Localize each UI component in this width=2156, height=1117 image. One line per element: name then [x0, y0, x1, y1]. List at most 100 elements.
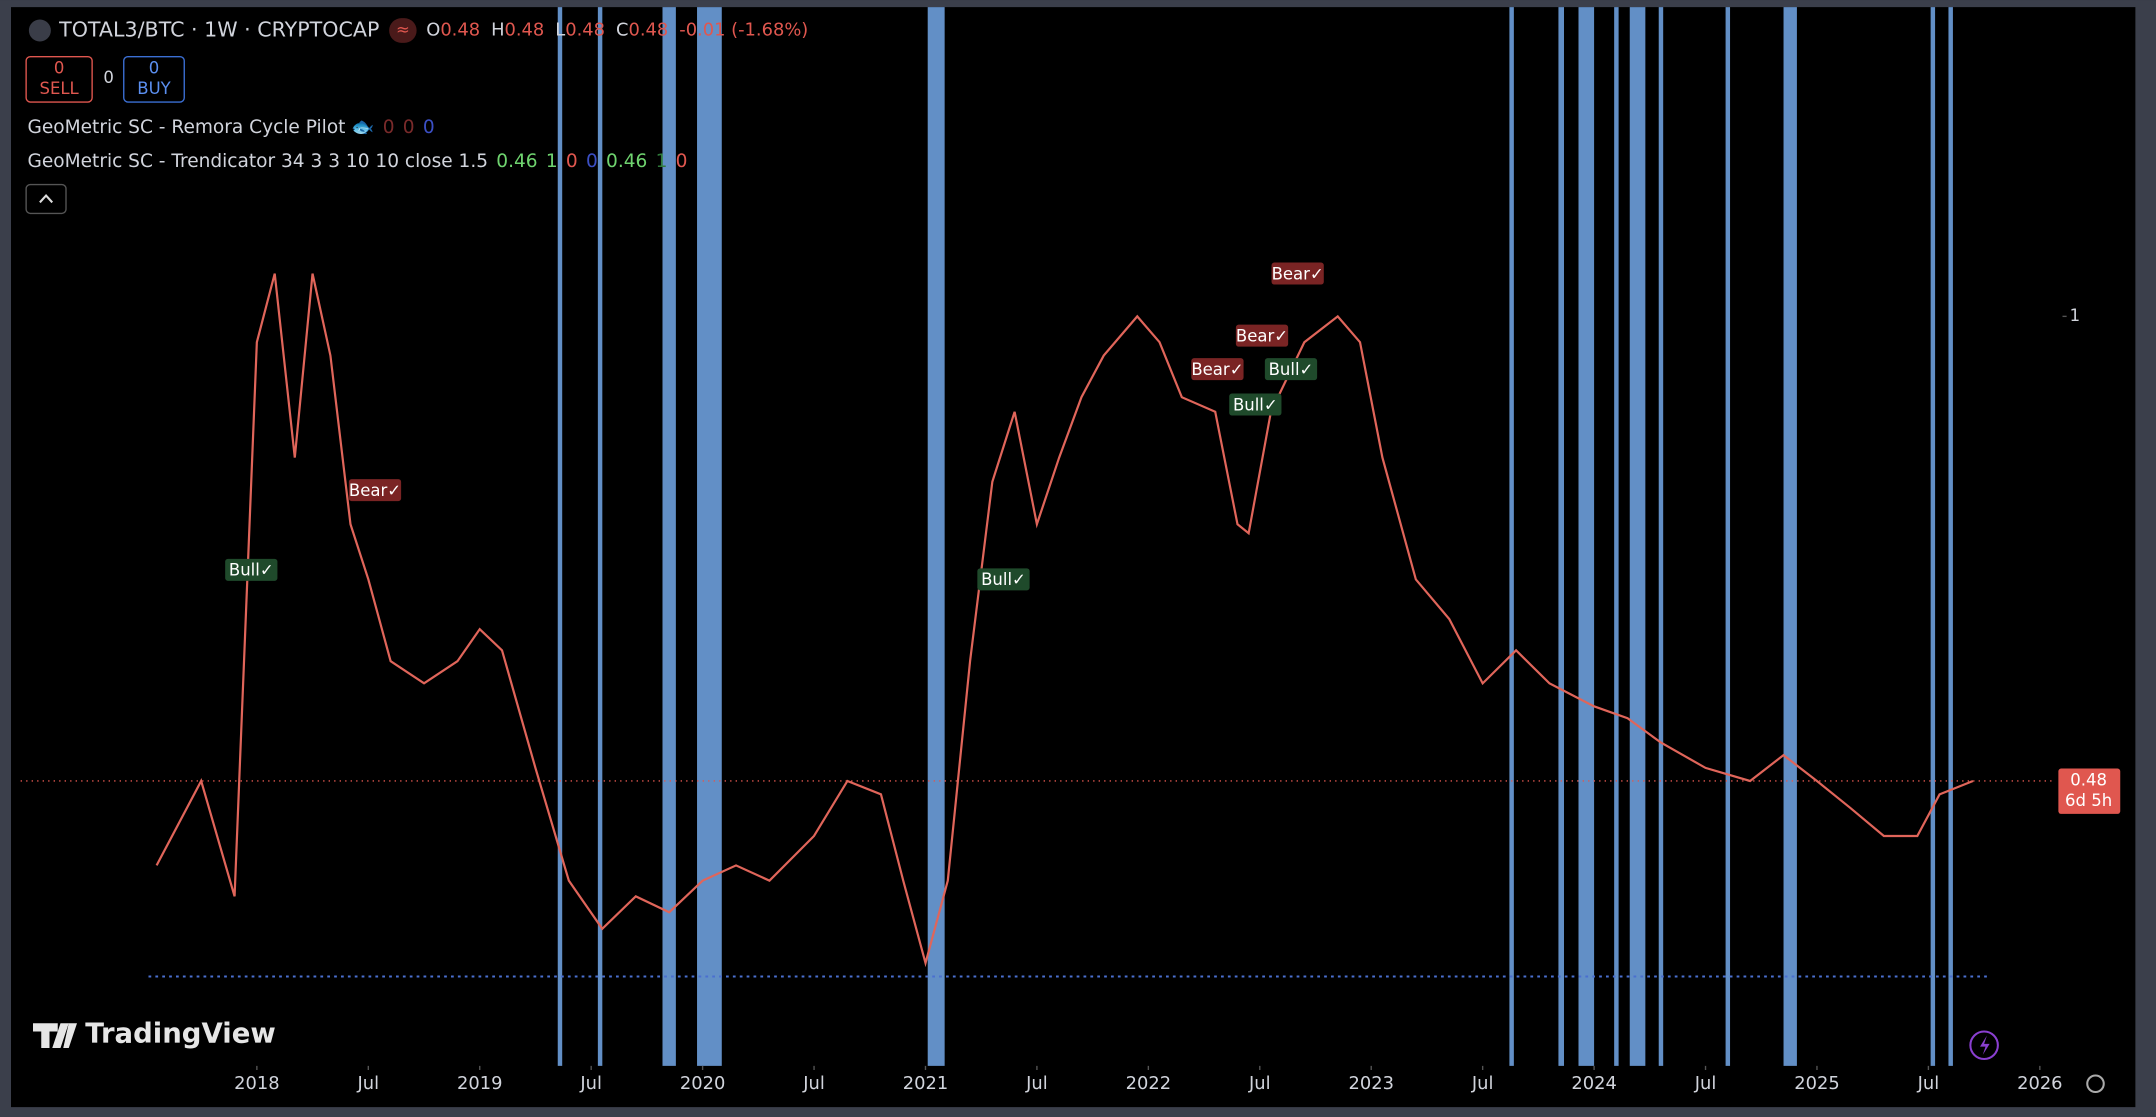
indicator-value: 0: [676, 151, 688, 172]
indicator-legend: GeoMetric SC - Remora Cycle Pilot 🐟 0 0 0Ge…: [28, 116, 688, 171]
indicator-name: GeoMetric SC - Remora Cycle Pilot 🐟: [28, 116, 375, 137]
indicator-value: 0: [566, 151, 578, 172]
cycle-band: [1783, 7, 1797, 1066]
sell-label: SELL: [39, 79, 79, 98]
cycle-band: [697, 7, 722, 1066]
ohlc-change: -0.01 (-1.68%): [679, 20, 808, 41]
spread: 0: [103, 68, 114, 87]
indicator-value: 0: [383, 116, 395, 137]
x-tick-label: 2020: [680, 1073, 725, 1094]
signal-label: Bear✓: [1272, 264, 1324, 283]
badge-icon: ≈: [396, 20, 410, 39]
logo-icon: [33, 1023, 77, 1048]
x-tick-label: 2023: [1348, 1073, 1393, 1094]
status-badge: [389, 18, 417, 43]
x-tick-label: Jul: [1025, 1073, 1048, 1094]
cycle-band: [1948, 7, 1953, 1066]
indicator-value: 0.46: [606, 151, 647, 172]
cycle-band: [1930, 7, 1936, 1066]
lightning-button[interactable]: [1969, 1030, 1999, 1061]
x-tick-label: Jul: [1471, 1073, 1494, 1094]
settings-button[interactable]: [2086, 1074, 2105, 1094]
x-tick-label: 2024: [1571, 1073, 1616, 1094]
cycle-band: [1558, 7, 1565, 1066]
signal-label: Bull✓: [229, 561, 274, 580]
sell-button[interactable]: [25, 55, 93, 103]
logo-text: TradingView: [85, 1017, 276, 1049]
symbol-icon: [28, 19, 51, 42]
indicator-value: 0: [586, 151, 598, 172]
x-tick-label: Jul: [579, 1073, 602, 1094]
x-tick-label: 2026: [2017, 1073, 2062, 1094]
signal-box: [1229, 393, 1282, 416]
price-tag-countdown: 6d 5h: [2065, 791, 2112, 810]
signal-box: [1264, 358, 1318, 381]
overlay: TOTAL3/BTC · 1W · CRYPTOCAP ≈ O0.48 H0.48…: [25, 18, 2105, 1094]
x-tick-label: Jul: [1248, 1073, 1271, 1094]
signal-box: [1271, 262, 1324, 285]
chart-pane: [11, 7, 2136, 1108]
collapse-button[interactable]: [25, 183, 67, 215]
indicator-value: 0: [423, 116, 435, 137]
signal-label: Bull✓: [981, 570, 1026, 589]
sell-count: 0: [54, 59, 64, 78]
x-tick-label: 2025: [1794, 1073, 1839, 1094]
collapse-icon: [39, 193, 54, 204]
indicator-row: GeoMetric SC - Remora Cycle Pilot 🐟 0 0 0: [28, 116, 435, 137]
signal-label: Bull✓: [1269, 360, 1314, 379]
x-tick-label: 2021: [903, 1073, 948, 1094]
cycle-band: [1629, 7, 1646, 1066]
indicator-value: 0.46: [496, 151, 537, 172]
signal-box: [348, 479, 402, 502]
signal-label: Bear✓: [349, 481, 401, 500]
signal-label: Bull✓: [1233, 395, 1278, 414]
cycle-band: [557, 7, 563, 1066]
ohlc-value: 0.48: [565, 20, 605, 41]
ohlc-key: L: [555, 20, 565, 41]
cycle-band: [927, 7, 945, 1066]
symbol-title[interactable]: TOTAL3/BTC · 1W · CRYPTOCAP: [58, 18, 379, 42]
signal-box: [225, 558, 278, 581]
x-tick-label: Jul: [802, 1073, 825, 1094]
indicator-name: GeoMetric SC - Trendicator 34 3 3 10 10 …: [28, 151, 489, 172]
ohlc-key: O: [426, 20, 440, 41]
x-tick-label: Jul: [1917, 1073, 1940, 1094]
x-tick-label: 2019: [457, 1073, 502, 1094]
ohlc-value: 0.48: [628, 20, 668, 41]
x-tick-label: 2018: [234, 1073, 279, 1094]
cycle-band: [597, 7, 603, 1066]
x-tick-label: 2022: [1126, 1073, 1171, 1094]
cycle-band: [1509, 7, 1514, 1066]
indicator-value: 0: [403, 116, 415, 137]
buy-label: BUY: [137, 79, 171, 98]
signal-box: [1235, 324, 1289, 347]
lightning-icon: [1980, 1035, 1990, 1055]
x-tick-label: Jul: [357, 1073, 380, 1094]
cycle-band: [662, 7, 676, 1066]
x-tick-label: Jul: [1694, 1073, 1717, 1094]
buy-button[interactable]: [123, 55, 185, 103]
ohlc-value: 0.48: [505, 20, 545, 41]
plot: Bull✓ Bear✓ Bull✓ Bear✓ Bull✓ Bear✓ Bull✓ Bear✓…: [20, 7, 2121, 1094]
y-tick-label: 1: [2070, 306, 2081, 325]
cycle-band: [1578, 7, 1595, 1066]
indicator-value: 1: [656, 151, 668, 172]
price-tag-value: 0.48: [2070, 770, 2107, 789]
signal-box: [977, 568, 1030, 591]
cycle-band: [1658, 7, 1664, 1066]
cycle-band: [1725, 7, 1731, 1066]
cycle-band: [1614, 7, 1619, 1066]
ohlc-key: C: [616, 20, 628, 41]
buy-count: 0: [149, 59, 160, 78]
ohlc-value: 0.48: [440, 20, 480, 41]
price-line: [155, 273, 1974, 968]
signal-label: Bear✓: [1191, 360, 1243, 379]
signal-box: [1191, 358, 1244, 381]
indicator-row: GeoMetric SC - Trendicator 34 3 3 10 10 …: [28, 151, 688, 172]
price-tag: [2058, 768, 2121, 814]
indicator-value: 1: [546, 151, 558, 172]
ohlc: O0.48 H0.48 L0.48 C0.48 -0.01 (-1.68%): [426, 20, 808, 41]
ohlc-key: H: [491, 20, 504, 41]
